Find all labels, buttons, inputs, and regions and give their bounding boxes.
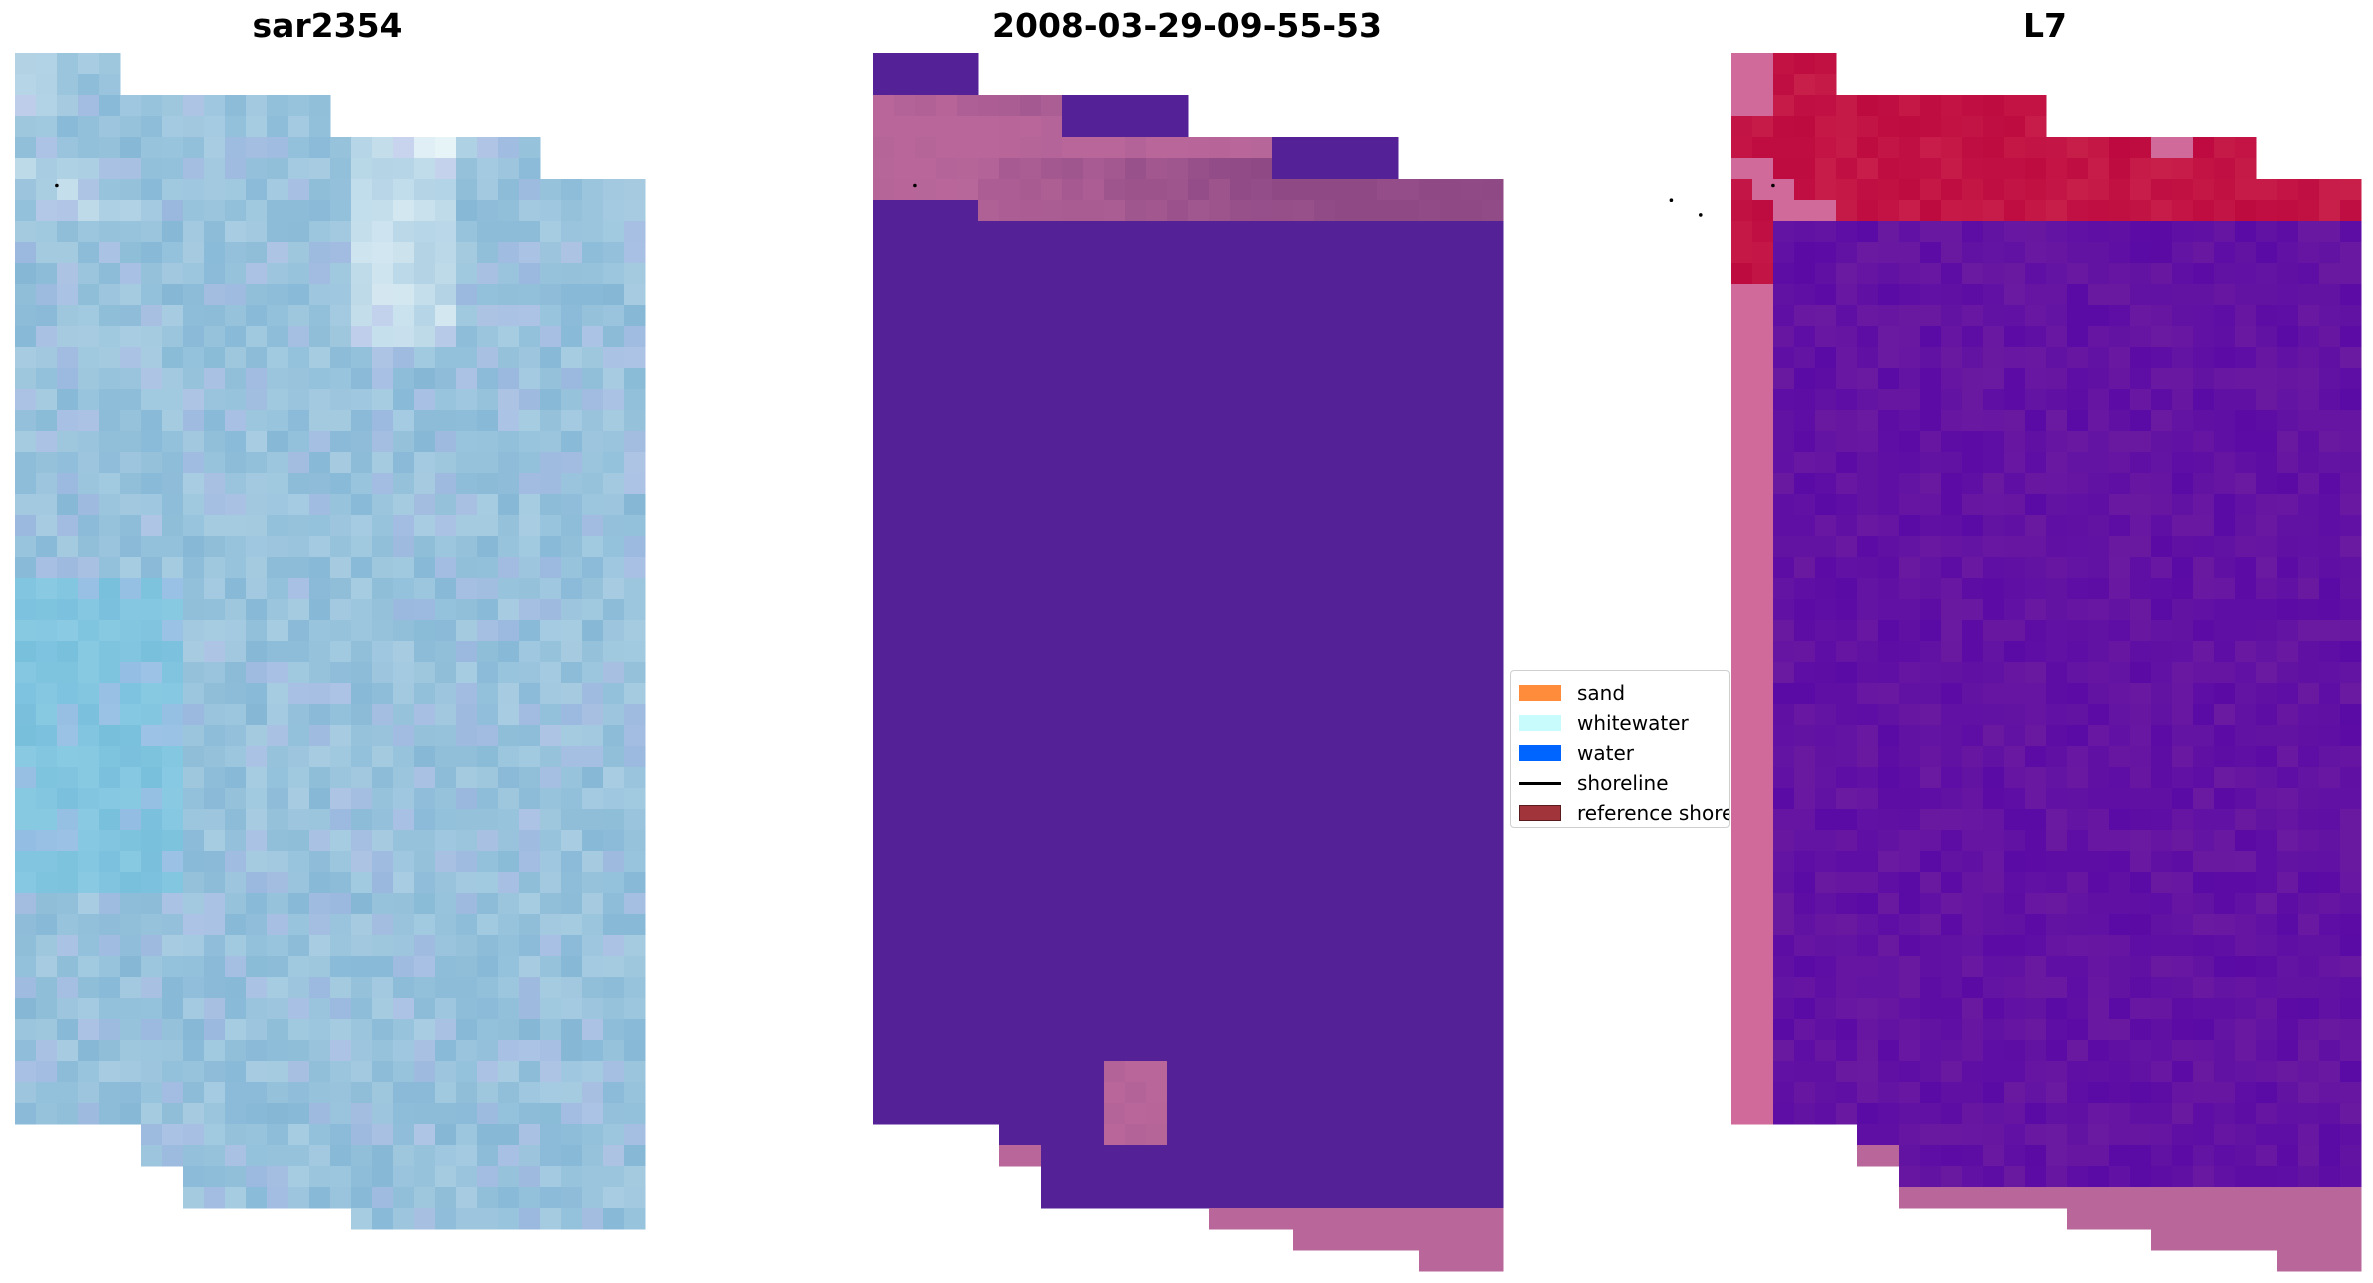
rgb-satellite-image [15,53,646,1230]
panel-title-classified: 2008-03-29-09-55-53 [992,6,1382,45]
legend: sand whitewater water shoreline referenc… [1510,670,1730,828]
legend-label-shoreline: shoreline [1577,771,1669,795]
shoreline-line-icon [1519,781,1561,785]
panel-title-mndwi: L7 [2023,6,2067,45]
legend-item-shoreline: shoreline [1519,770,1669,796]
legend-item-reference-shoreline: reference shoreline [1519,800,1729,826]
legend-item-sand: sand [1519,680,1625,706]
legend-item-whitewater: whitewater [1519,710,1689,736]
panel-rgb: sar2354 [0,0,680,1283]
legend-label-sand: sand [1577,681,1626,705]
legend-label-whitewater: whitewater [1577,711,1689,735]
whitewater-swatch [1519,715,1561,731]
legend-label-reference-shoreline: reference shoreline [1577,801,1729,825]
sand-swatch [1519,685,1561,701]
legend-item-water: water [1519,740,1634,766]
panel-title-rgb: sar2354 [252,6,403,45]
water-swatch [1519,745,1561,761]
reference-shoreline-swatch [1519,805,1561,821]
legend-label-water: water [1577,741,1634,765]
rgb-shoreline-dots [55,183,59,188]
